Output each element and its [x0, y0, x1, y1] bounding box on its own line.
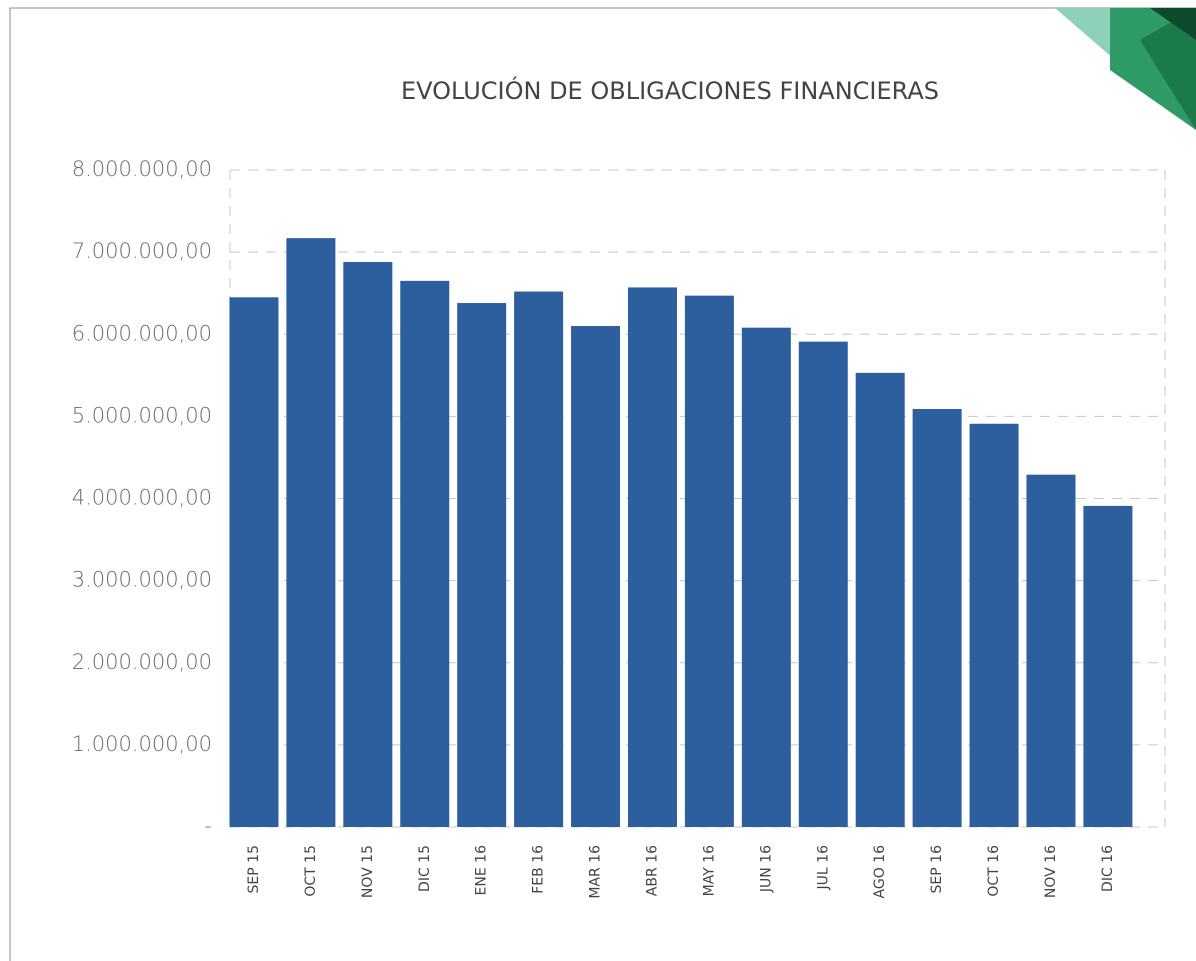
- y-tick-label: 8.000.000,00: [72, 157, 212, 181]
- x-tick-label: OCT 15: [303, 845, 319, 897]
- bar: [856, 373, 905, 827]
- bar: [514, 292, 563, 827]
- x-tick-label: DIC 15: [417, 845, 433, 892]
- y-tick-label: 5.000.000,00: [72, 403, 212, 427]
- bar: [229, 297, 278, 827]
- corner-decoration: [1055, 8, 1196, 130]
- x-tick-label: MAR 16: [588, 845, 604, 899]
- y-tick-label: 2.000.000,00: [72, 650, 212, 674]
- x-tick-label: ENE 16: [474, 845, 490, 896]
- bar: [457, 303, 506, 827]
- x-tick-label: ABR 16: [644, 845, 660, 896]
- x-tick-label: OCT 16: [986, 845, 1002, 897]
- x-tick-label: NOV 16: [1043, 845, 1059, 898]
- bar: [1026, 475, 1075, 827]
- x-tick-label: JUL 16: [815, 845, 831, 891]
- bar: [400, 281, 449, 827]
- y-tick-label: -: [204, 814, 212, 838]
- x-tick-label: FEB 16: [531, 845, 547, 894]
- x-tick-label: AGO 16: [872, 845, 888, 899]
- bar: [685, 296, 734, 827]
- bar: [742, 328, 791, 827]
- bar: [913, 409, 962, 827]
- bar: [970, 424, 1019, 827]
- y-tick-label: 7.000.000,00: [72, 239, 212, 263]
- y-tick-label: 4.000.000,00: [72, 486, 212, 510]
- x-tick-label: NOV 15: [360, 845, 376, 898]
- bar: [1083, 506, 1132, 827]
- bar: [343, 262, 392, 827]
- bar: [628, 287, 677, 827]
- bar: [571, 326, 620, 827]
- x-tick-label: MAY 16: [701, 845, 717, 896]
- chart: EVOLUCIÓN DE OBLIGACIONES FINANCIERAS - 1…: [0, 0, 1196, 961]
- y-tick-label: 6.000.000,00: [72, 321, 212, 345]
- bar: [799, 342, 848, 827]
- y-tick-label: 1.000.000,00: [72, 732, 212, 756]
- x-tick-label: DIC 16: [1100, 845, 1116, 892]
- x-tick-label: SEP 16: [929, 845, 945, 894]
- chart-title: EVOLUCIÓN DE OBLIGACIONES FINANCIERAS: [401, 75, 939, 105]
- bar: [286, 238, 335, 827]
- x-tick-label: JUN 16: [758, 845, 774, 893]
- y-tick-label: 3.000.000,00: [72, 568, 212, 592]
- x-tick-label: SEP 15: [246, 845, 262, 893]
